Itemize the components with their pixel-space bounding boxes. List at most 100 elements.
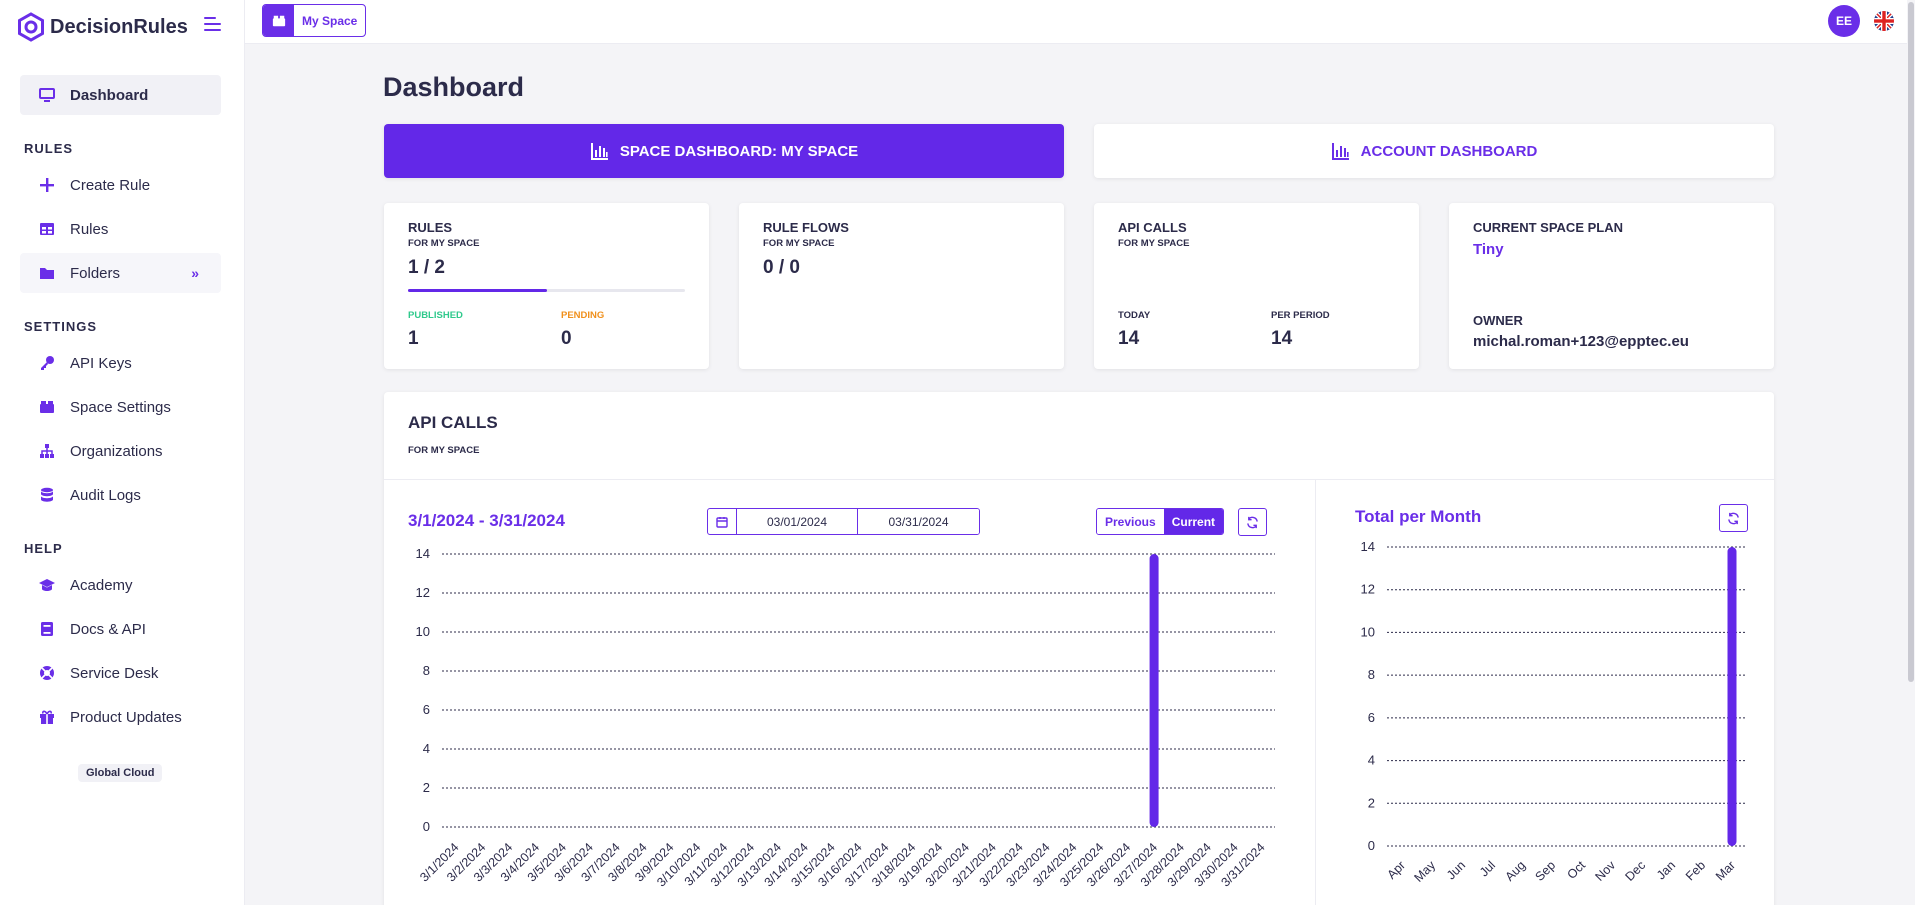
region-badge: Global Cloud: [78, 764, 163, 782]
monitor-icon: [38, 86, 56, 104]
sidebar-item-dashboard[interactable]: Dashboard: [20, 75, 221, 115]
refresh-daily-button[interactable]: [1238, 508, 1267, 536]
top-bar: My Space EE: [245, 0, 1915, 44]
card-title: RULES: [408, 220, 453, 235]
y-tick-label: 4: [1368, 753, 1375, 768]
sidebar: DecisionRules Dashboard RULES Create Rul…: [0, 0, 245, 905]
boxes-icon: [38, 398, 56, 416]
rule-flows-count: 0 / 0: [763, 257, 800, 278]
date-from-input[interactable]: [737, 509, 858, 534]
sidebar-item-service-desk[interactable]: Service Desk: [20, 653, 221, 693]
plan-name[interactable]: Tiny: [1473, 241, 1504, 258]
sidebar-item-docs-api[interactable]: Docs & API: [20, 609, 221, 649]
sidebar-item-audit-logs[interactable]: Audit Logs: [20, 475, 221, 515]
refresh-monthly-button[interactable]: [1719, 504, 1748, 532]
y-tick-label: 6: [423, 702, 430, 717]
account-dashboard-button[interactable]: ACCOUNT DASHBOARD: [1094, 124, 1774, 178]
sidebar-item-api-keys[interactable]: API Keys: [20, 343, 221, 383]
sidebar-item-label: API Keys: [70, 354, 132, 372]
y-tick-label: 12: [416, 585, 430, 600]
x-tick-label: Sep: [1532, 858, 1558, 884]
lifebuoy-icon: [38, 664, 56, 682]
refresh-icon: [1247, 516, 1258, 528]
table-icon: [38, 220, 56, 238]
rules-count: 1 / 2: [408, 257, 445, 278]
panel-subtitle: FOR MY SPACE: [408, 445, 480, 456]
period-toggle: Previous Current: [1096, 508, 1225, 535]
sidebar-item-academy[interactable]: Academy: [20, 565, 221, 605]
previous-period-button[interactable]: Previous: [1097, 509, 1164, 534]
database-icon: [38, 486, 56, 504]
x-tick-label: Jan: [1654, 858, 1678, 882]
current-period-button[interactable]: Current: [1163, 509, 1224, 534]
rules-card: RULES FOR MY SPACE 1 / 2 PUBLISHED 1 PEN…: [384, 203, 709, 369]
sidebar-item-label: Folders: [70, 264, 121, 282]
plus-icon: [38, 176, 56, 194]
card-title: CURRENT SPACE PLAN: [1473, 220, 1623, 235]
hexagon-logo-icon: [18, 12, 44, 42]
published-label: PUBLISHED: [408, 310, 463, 321]
brand-logo[interactable]: DecisionRules: [16, 12, 188, 42]
progress-fill: [408, 289, 547, 292]
account-dashboard-label: ACCOUNT DASHBOARD: [1360, 142, 1538, 160]
sidebar-item-product-updates[interactable]: Product Updates: [20, 697, 221, 737]
divider: [1315, 480, 1316, 905]
pending-value: 0: [561, 328, 572, 349]
space-plan-card: CURRENT SPACE PLAN Tiny OWNER michal.rom…: [1449, 203, 1774, 369]
chart-bar[interactable]: [1149, 554, 1159, 827]
user-avatar[interactable]: EE: [1828, 5, 1860, 37]
space-dashboard-label: SPACE DASHBOARD: MY SPACE: [619, 142, 859, 160]
y-tick-label: 10: [416, 624, 430, 639]
uk-flag-icon[interactable]: [1874, 11, 1894, 31]
calendar-icon[interactable]: [708, 509, 737, 534]
graduation-cap-icon: [38, 576, 56, 594]
x-tick-label: Oct: [1564, 858, 1588, 882]
daily-api-calls-chart: 024681012143/1/20243/2/20243/3/20243/4/2…: [416, 546, 1275, 889]
sidebar-item-label: Organizations: [70, 442, 163, 460]
x-tick-label: Nov: [1592, 858, 1618, 884]
space-dashboard-button[interactable]: SPACE DASHBOARD: MY SPACE: [384, 124, 1064, 178]
boxes-icon: [263, 5, 294, 36]
date-range-title: 3/1/2024 - 3/31/2024: [408, 511, 565, 530]
today-value: 14: [1118, 328, 1140, 349]
owner-email: michal.roman+123@epptec.eu: [1473, 333, 1689, 350]
sidebar-item-label: Rules: [70, 220, 109, 238]
y-tick-label: 8: [423, 663, 430, 678]
owner-label: OWNER: [1473, 313, 1523, 328]
x-tick-label: Mar: [1713, 858, 1738, 883]
sitemap-icon: [38, 442, 56, 460]
rules-progress-bar: [408, 289, 685, 292]
y-tick-label: 12: [1361, 582, 1375, 597]
sidebar-item-label: Space Settings: [70, 398, 171, 416]
scrollbar-thumb[interactable]: [1908, 2, 1914, 682]
panel-title: API CALLS: [408, 413, 498, 432]
page-scrollbar[interactable]: [1907, 0, 1915, 905]
x-tick-label: Jul: [1477, 858, 1498, 879]
date-to-input[interactable]: [858, 509, 979, 534]
sidebar-item-organizations[interactable]: Organizations: [20, 431, 221, 471]
per-period-value: 14: [1271, 328, 1293, 349]
gift-icon: [38, 708, 56, 726]
sidebar-item-folders[interactable]: Folders »: [20, 253, 221, 293]
key-icon: [38, 354, 56, 372]
sidebar-item-rules[interactable]: Rules: [20, 209, 221, 249]
space-selector-button[interactable]: My Space: [262, 4, 367, 37]
sidebar-item-label: Dashboard: [70, 86, 149, 104]
today-label: TODAY: [1118, 310, 1151, 321]
sidebar-item-label: Create Rule: [70, 176, 151, 194]
menu-toggle-icon[interactable]: [204, 17, 224, 35]
chart-bar[interactable]: [1727, 547, 1737, 846]
folder-icon: [38, 264, 56, 282]
monthly-api-calls-chart: 0 2 4 6 8 10 12 14 Apr May Jun Jul Aug Sep Oct Nov Dec Ja…: [1361, 539, 1747, 885]
bar-chart-icon: [1331, 143, 1349, 160]
card-title: RULE FLOWS: [763, 220, 849, 235]
sidebar-item-label: Academy: [70, 576, 133, 594]
card-title: API CALLS: [1118, 220, 1187, 235]
sidebar-item-create-rule[interactable]: Create Rule: [20, 165, 221, 205]
sidebar-item-space-settings[interactable]: Space Settings: [20, 387, 221, 427]
y-tick-label: 10: [1361, 624, 1375, 639]
space-selector-label: My Space: [302, 13, 358, 28]
sidebar-item-label: Audit Logs: [70, 486, 141, 504]
chevron-double-right-icon[interactable]: »: [191, 265, 199, 281]
y-tick-label: 8: [1368, 667, 1375, 682]
